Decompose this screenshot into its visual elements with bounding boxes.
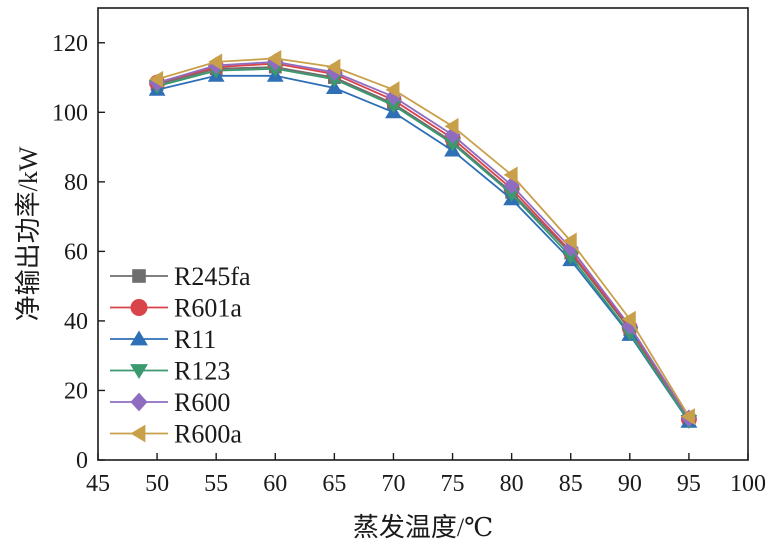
series-line-r600a [156,57,690,417]
legend-entry-r123: R123 [110,357,230,386]
x-tick-label: 50 [145,471,169,497]
x-tick-label: 80 [500,471,524,497]
data-point-r600a [444,117,459,135]
data-point-r600a [621,310,636,328]
legend-entry-r601a: R601a [110,294,242,323]
legend-label: R11 [174,325,216,354]
plot-marks [148,50,698,430]
y-tick-label: 60 [64,239,88,265]
data-point-r600 [326,63,343,82]
series-line-r245fa [156,66,690,421]
y-tick-label: 20 [64,378,88,404]
data-point-r600 [444,126,461,144]
x-tick-label: 60 [263,471,287,497]
data-point-r600a [149,70,164,88]
legend-label: R123 [174,357,230,386]
plot-frame [97,7,749,461]
legend-marker [132,269,146,283]
legend-entry-r600a: R600a [110,420,242,449]
legend-label: R600 [174,388,230,417]
legend-marker [130,299,148,316]
data-point-r600 [562,239,579,257]
data-point-r600a [267,50,282,67]
y-tick-label: 40 [64,309,88,335]
x-tick-label: 100 [730,471,766,497]
x-tick-label: 70 [381,471,405,497]
data-point-r600a [503,166,518,184]
data-point-r123 [385,99,402,114]
axes: 45 50 55 60 65 70 75 80 85 90 95 100 0 20 40 60 80 100 120 [52,31,766,497]
x-tick-label: 45 [86,471,110,497]
legend-label: R245fa [174,262,251,291]
series-line-r123 [156,67,690,422]
legend-entry-r245fa: R245fa [110,262,251,291]
y-tick-label: 80 [64,170,88,196]
y-tick-label: 0 [76,448,88,474]
data-point-r600a [326,58,341,76]
x-tick-label: 95 [677,471,701,497]
data-point-r600a [680,408,695,425]
data-point-r123 [503,188,521,203]
y-axis-title: 净输出功率/kW [14,146,43,321]
legend-marker [130,364,148,379]
legend-marker [130,392,148,412]
series-line-r601a [156,62,690,420]
legend-label: R600a [174,420,242,449]
data-point-r600a [562,232,577,250]
data-point-r600 [503,176,520,195]
x-tick-label: 65 [322,471,346,497]
series-line-r11 [156,74,690,423]
y-tick-label: 120 [52,31,88,57]
x-tick-label: 90 [618,471,642,497]
data-point-r600a [385,81,400,99]
legend-marker [130,424,146,443]
legend-label: R601a [174,294,242,323]
series-line-r600 [156,60,690,419]
x-tick-label: 85 [559,471,583,497]
x-axis-title: 蒸发温度/℃ [353,513,493,542]
series-r123 [148,62,698,430]
x-tick-label: 75 [441,471,465,497]
series-r600a [149,50,695,425]
data-point-r123 [444,137,461,152]
data-point-r600a [208,53,223,71]
legend-entry-r11: R11 [110,325,216,354]
series-r600 [149,53,697,428]
series-r601a [149,55,697,427]
x-tick-label: 55 [204,471,228,497]
legend-marker [130,330,148,346]
legend-entry-r600: R600 [110,388,230,417]
y-tick-label: 100 [52,100,88,126]
